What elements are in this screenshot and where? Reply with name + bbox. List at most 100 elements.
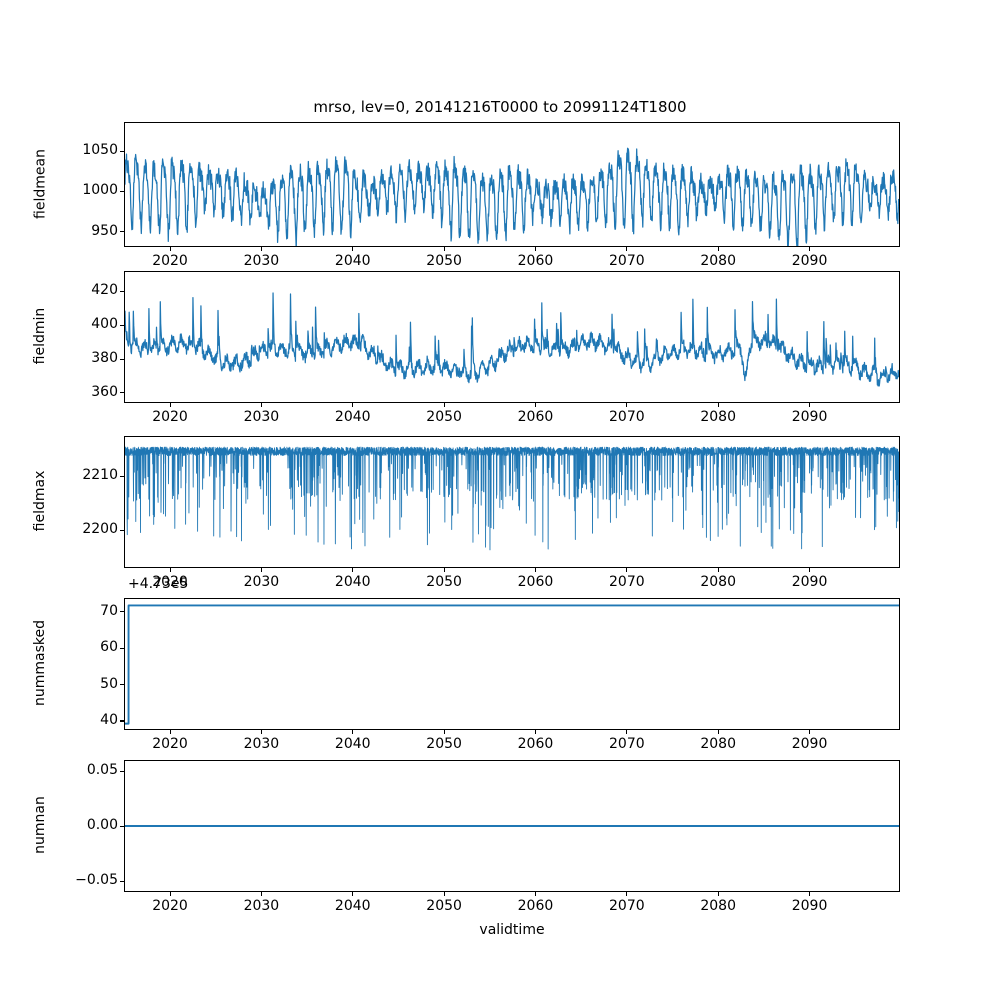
y-tickmark xyxy=(120,190,124,192)
plot-panel-fieldmin xyxy=(124,271,900,403)
x-tickmark xyxy=(169,247,171,251)
x-tickmark xyxy=(626,247,628,251)
x-tick-label: 2080 xyxy=(700,253,736,269)
x-tick-label: 2070 xyxy=(609,898,645,914)
x-tickmark xyxy=(352,892,354,896)
x-tickmark xyxy=(717,892,719,896)
y-tickmark xyxy=(120,684,124,686)
x-tick-label: 2050 xyxy=(426,253,462,269)
x-tickmark xyxy=(809,403,811,407)
y-axis-label-fieldmax: fieldmax xyxy=(32,470,48,532)
x-tickmark xyxy=(352,730,354,734)
y-axis-label-numnan: numnan xyxy=(32,796,48,854)
x-tickmark xyxy=(534,892,537,896)
x-tick-label: 2070 xyxy=(609,736,645,752)
y-tickmark xyxy=(120,647,124,649)
figure-title: mrso, lev=0, 20141216T0000 to 20991124T1… xyxy=(313,98,687,116)
x-tickmark xyxy=(443,730,445,734)
y-axis-label-fieldmin: fieldmin xyxy=(32,307,48,365)
y-tickmark xyxy=(120,231,124,233)
plot-panel-fieldmean xyxy=(124,122,900,247)
y-tick-label: 1050 xyxy=(82,142,118,159)
x-tick-label: 2030 xyxy=(243,409,280,425)
x-tickmark xyxy=(809,247,811,251)
x-tickmark xyxy=(169,730,171,734)
x-tick-label: 2090 xyxy=(791,736,828,752)
y-tick-label: 420 xyxy=(91,282,118,299)
x-tickmark xyxy=(260,730,262,734)
x-tick-label: 2020 xyxy=(152,253,188,269)
x-tickmark xyxy=(169,568,171,572)
x-tickmark xyxy=(717,247,719,251)
x-tickmark xyxy=(534,568,537,572)
x-tick-label: 2050 xyxy=(426,898,462,914)
x-tickmark xyxy=(169,403,171,407)
y-tick-label: 0.00 xyxy=(86,817,118,833)
x-tick-label: 2040 xyxy=(334,736,371,752)
y-tickmark xyxy=(120,358,124,360)
x-tick-label: 2080 xyxy=(700,574,736,590)
x-tickmark xyxy=(717,568,719,572)
y-tickmark xyxy=(120,324,124,326)
x-tick-label: 2060 xyxy=(517,736,554,752)
x-tick-label: 2070 xyxy=(609,253,645,269)
y-tickmark xyxy=(120,475,124,477)
y-tick-label: 70 xyxy=(100,602,118,619)
y-tick-label: 380 xyxy=(91,350,118,366)
x-tickmark xyxy=(534,247,537,251)
x-tickmark xyxy=(443,247,445,251)
x-tick-label: 2020 xyxy=(152,574,188,590)
x-tickmark xyxy=(260,403,262,407)
y-tick-label: 0.05 xyxy=(86,762,118,778)
plot-panel-numnan xyxy=(124,760,900,892)
x-tickmark xyxy=(717,403,719,407)
x-tickmark xyxy=(717,730,719,734)
y-tick-label: 50 xyxy=(100,675,118,692)
x-tick-label: 2060 xyxy=(517,409,554,425)
data-line-fieldmean xyxy=(125,123,899,246)
x-tickmark xyxy=(260,892,262,896)
x-tickmark xyxy=(626,403,628,407)
x-tickmark xyxy=(352,403,354,407)
x-tick-label: 2030 xyxy=(243,898,280,914)
x-tickmark xyxy=(534,403,537,407)
y-tick-label: 2210 xyxy=(82,467,118,484)
data-line-numnan xyxy=(125,761,899,891)
x-tickmark xyxy=(626,568,628,572)
x-tick-label: 2050 xyxy=(426,409,462,425)
y-axis-label-nummasked: nummasked xyxy=(32,620,48,707)
x-tick-label: 2060 xyxy=(517,898,554,914)
x-tick-label: 2030 xyxy=(243,253,280,269)
x-tick-label: 2040 xyxy=(334,898,371,914)
x-tick-label: 2060 xyxy=(517,253,554,269)
x-tickmark xyxy=(626,892,628,896)
y-tick-label: 1000 xyxy=(82,182,118,199)
x-axis-label: validtime xyxy=(479,922,545,938)
x-tick-label: 2070 xyxy=(609,409,645,425)
y-tick-label: 2200 xyxy=(82,521,118,538)
x-tick-label: 2090 xyxy=(791,898,828,914)
x-tickmark xyxy=(443,403,445,407)
y-tickmark xyxy=(120,825,124,827)
x-tick-label: 2080 xyxy=(700,409,736,425)
x-tick-label: 2080 xyxy=(700,736,736,752)
x-tick-label: 2020 xyxy=(152,898,188,914)
x-tick-label: 2090 xyxy=(791,574,828,590)
y-tickmark xyxy=(120,150,124,152)
y-tick-label: 360 xyxy=(91,383,118,400)
x-tickmark xyxy=(809,568,811,572)
x-tick-label: 2090 xyxy=(791,409,828,425)
y-tickmark xyxy=(120,290,124,292)
y-tick-label: −0.05 xyxy=(75,872,118,888)
y-tickmark xyxy=(120,880,124,882)
data-line-fieldmax xyxy=(125,437,899,567)
x-tick-label: 2050 xyxy=(426,736,462,752)
plot-panel-fieldmax xyxy=(124,436,900,568)
x-tickmark xyxy=(443,892,445,896)
x-tickmark xyxy=(443,568,445,572)
x-tick-label: 2030 xyxy=(243,736,280,752)
x-tick-label: 2050 xyxy=(426,574,462,590)
x-tickmark xyxy=(626,730,628,734)
y-tick-label: 400 xyxy=(91,316,118,333)
